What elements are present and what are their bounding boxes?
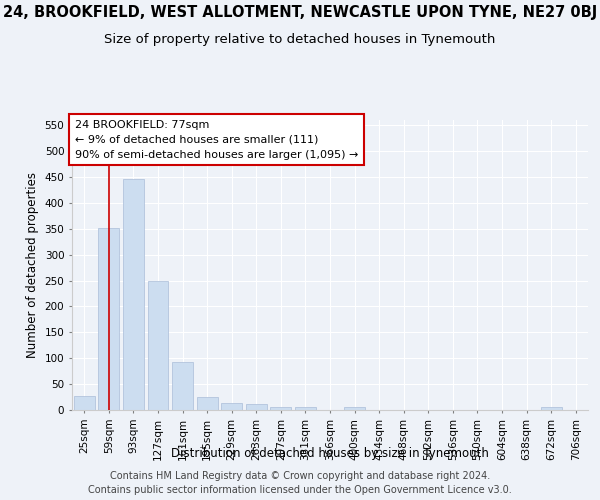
Text: Contains HM Land Registry data © Crown copyright and database right 2024.
Contai: Contains HM Land Registry data © Crown c… bbox=[88, 471, 512, 495]
Bar bbox=[246, 404, 267, 410]
Bar bbox=[74, 396, 95, 410]
Text: Distribution of detached houses by size in Tynemouth: Distribution of detached houses by size … bbox=[171, 448, 489, 460]
Bar bbox=[98, 228, 119, 410]
Bar bbox=[344, 408, 365, 410]
Bar bbox=[172, 362, 193, 410]
Bar bbox=[148, 281, 169, 410]
Text: Size of property relative to detached houses in Tynemouth: Size of property relative to detached ho… bbox=[104, 32, 496, 46]
Bar bbox=[271, 407, 292, 410]
Bar bbox=[295, 407, 316, 410]
Text: 24, BROOKFIELD, WEST ALLOTMENT, NEWCASTLE UPON TYNE, NE27 0BJ: 24, BROOKFIELD, WEST ALLOTMENT, NEWCASTL… bbox=[3, 5, 597, 20]
Bar bbox=[221, 403, 242, 410]
Bar bbox=[123, 178, 144, 410]
Text: 24 BROOKFIELD: 77sqm
← 9% of detached houses are smaller (111)
90% of semi-detac: 24 BROOKFIELD: 77sqm ← 9% of detached ho… bbox=[74, 120, 358, 160]
Y-axis label: Number of detached properties: Number of detached properties bbox=[26, 172, 39, 358]
Bar bbox=[541, 408, 562, 410]
Bar bbox=[197, 397, 218, 410]
